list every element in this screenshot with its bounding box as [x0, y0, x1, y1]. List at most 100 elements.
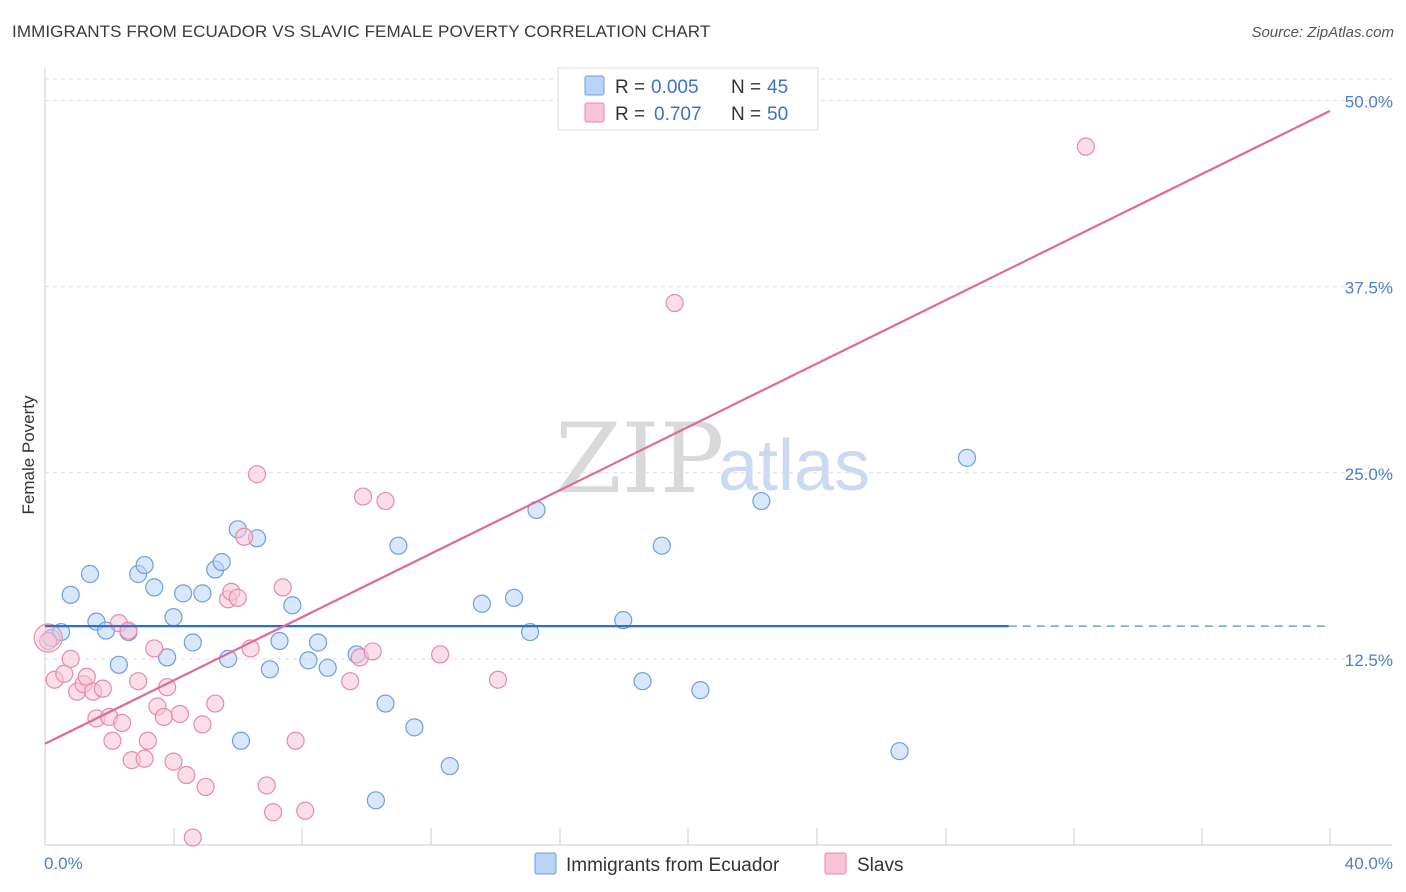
- source-label: Source: ZipAtlas.com: [1251, 24, 1394, 41]
- axes: [44, 68, 1392, 846]
- ecuador-point-12: [164, 608, 183, 627]
- slavs-point-27: [193, 715, 212, 734]
- slavs-point-35: [247, 465, 267, 484]
- ecuador-point-17: [212, 552, 231, 572]
- ecuador-point-11: [157, 648, 177, 667]
- slavs-point-29: [206, 694, 225, 713]
- ecuador-point-39: [633, 672, 652, 691]
- legend-r-label-blue: R =: [615, 77, 645, 98]
- slavs-point-28: [196, 777, 215, 797]
- slavs-point-40: [296, 801, 315, 820]
- ecuador-point-13: [174, 584, 193, 603]
- slavs-point-23: [164, 752, 183, 771]
- slavs-point-37: [263, 803, 283, 822]
- ecuador-point-33: [440, 756, 459, 776]
- legend-r-value-blue: 0.005: [651, 77, 699, 98]
- data-points: [33, 137, 1095, 847]
- slavs-point-14: [119, 621, 138, 640]
- slavs-point-48: [665, 293, 684, 313]
- overlap-point-origin: [33, 623, 63, 653]
- legend-swatch-blue: [584, 75, 605, 96]
- ecuador-point-29: [366, 791, 385, 810]
- ecuador-point-35: [504, 588, 524, 607]
- ecuador-point-26: [308, 633, 328, 652]
- slavs-point-11: [103, 731, 122, 750]
- bottom-legend-slavs: Slavs: [857, 855, 903, 876]
- bottom-legend-ecuador: Immigrants from Ecuador: [566, 855, 780, 876]
- ecuador-point-2: [61, 585, 80, 604]
- ecuador-point-3: [80, 564, 100, 584]
- slavs-point-26: [183, 828, 202, 847]
- y-tick-label-3: 50.0%: [1345, 93, 1393, 112]
- ecuador-point-32: [405, 718, 424, 737]
- slavs-point-0: [39, 631, 58, 651]
- legend-r-label-pink: R =: [615, 104, 645, 125]
- ecuador-point-6: [109, 655, 128, 674]
- slavs-point-39: [286, 731, 305, 750]
- ecuador-point-14: [183, 633, 202, 652]
- slavs-point-25: [177, 765, 196, 785]
- slavs-point-18: [138, 731, 157, 750]
- y-axis-label: Female Poverty: [19, 395, 38, 515]
- slavs-point-47: [488, 670, 508, 689]
- ecuador-point-44: [957, 448, 977, 467]
- legend-n-label-pink: N =: [731, 104, 761, 125]
- x-tick-label-1: 40.0%: [1345, 854, 1393, 873]
- ecuador-point-36: [520, 622, 540, 642]
- slavs-point-33: [235, 527, 254, 546]
- slavs-point-41: [341, 672, 360, 691]
- slavs-point-49: [1076, 137, 1095, 156]
- y-tick-label-0: 12.5%: [1345, 651, 1393, 670]
- ecuador-point-34: [472, 594, 491, 613]
- slavs-point-13: [112, 713, 132, 733]
- ecuador-point-40: [652, 536, 671, 555]
- legend-swatch-pink: [584, 102, 605, 123]
- slavs-point-16: [129, 672, 148, 691]
- legend-r-value-pink: 0.707: [654, 104, 702, 125]
- ecuador-point-43: [890, 742, 909, 761]
- ecuador-point-19: [231, 731, 251, 750]
- slavs-point-21: [154, 707, 173, 727]
- bottom-legend-swatch-blue: [534, 852, 557, 875]
- grid-lines: [45, 78, 1392, 660]
- tick-labels: 12.5% 25.0% 37.5% 50.0% 0.0% 40.0%: [44, 93, 1393, 874]
- trend-lines: [44, 109, 1331, 745]
- chart-title: IMMIGRANTS FROM ECUADOR VS SLAVIC FEMALE…: [12, 22, 711, 41]
- ecuador-point-30: [376, 694, 395, 713]
- slavs-point-24: [170, 704, 190, 724]
- x-tick-label-0: 0.0%: [44, 854, 83, 873]
- slavs-point-32: [228, 588, 247, 607]
- slavs-point-43: [353, 487, 373, 506]
- ecuador-point-42: [752, 491, 771, 511]
- bottom-legend: Immigrants from Ecuador Slavs: [534, 852, 903, 876]
- ecuador-point-27: [318, 658, 337, 677]
- slavs-trend-line: [44, 109, 1331, 745]
- watermark-zip: ZIP: [555, 403, 724, 515]
- slavs-point-3: [61, 649, 80, 668]
- ecuador-point-9: [135, 555, 154, 575]
- legend-n-value-blue: 45: [767, 77, 788, 98]
- legend-n-value-pink: 50: [767, 104, 788, 125]
- slavs-point-44: [363, 642, 382, 661]
- ecuador-point-31: [389, 536, 408, 555]
- y-tick-label-1: 25.0%: [1345, 465, 1393, 484]
- slavs-point-19: [145, 639, 164, 658]
- slavs-point-36: [257, 776, 276, 795]
- ecuador-point-24: [283, 596, 302, 615]
- slavs-point-45: [376, 491, 395, 511]
- slavs-point-17: [135, 749, 154, 768]
- watermark-atlas: atlas: [718, 426, 870, 506]
- y-tick-label-2: 37.5%: [1345, 279, 1393, 298]
- ecuador-point-15: [193, 584, 212, 603]
- bottom-legend-swatch-pink: [824, 852, 847, 875]
- legend: R = 0.005 N = 45 R = 0.707 N = 50: [557, 67, 819, 131]
- ecuador-point-38: [614, 611, 633, 630]
- slavs-point-9: [93, 679, 112, 698]
- ecuador-point-10: [145, 578, 164, 597]
- slavs-point-38: [273, 578, 292, 597]
- ecuador-point-22: [260, 660, 279, 679]
- ecuador-point-25: [299, 651, 318, 670]
- slavs-point-46: [431, 645, 450, 664]
- ecuador-point-23: [270, 631, 289, 651]
